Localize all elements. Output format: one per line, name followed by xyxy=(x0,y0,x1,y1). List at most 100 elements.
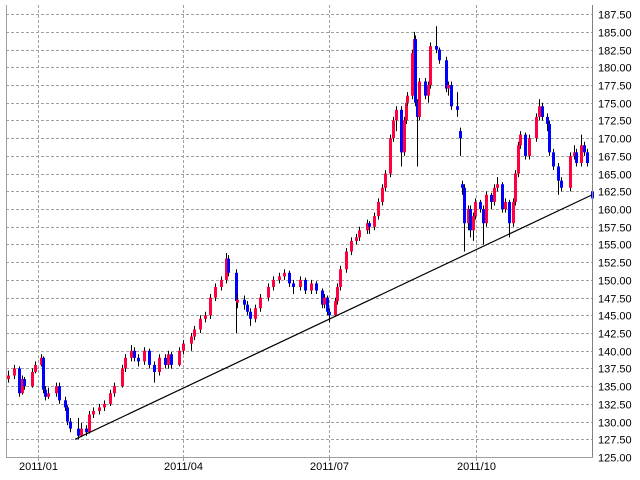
candle xyxy=(557,162,560,195)
candle xyxy=(236,294,239,309)
y-tick-label: 142.50 xyxy=(598,329,632,341)
candle-body-up xyxy=(34,364,37,372)
candle xyxy=(148,348,151,369)
candle xyxy=(479,199,482,213)
candle-body-up xyxy=(124,357,127,369)
candle-body-up xyxy=(143,350,146,362)
candle xyxy=(493,184,496,206)
candle xyxy=(461,180,464,195)
candle xyxy=(406,92,409,107)
candle xyxy=(339,265,342,291)
candle xyxy=(66,405,69,426)
candle xyxy=(21,375,24,395)
candle-body-down xyxy=(288,272,291,284)
candle xyxy=(463,184,466,252)
candle xyxy=(254,304,257,323)
candle-body-down xyxy=(482,209,485,224)
y-tick-label: 172.50 xyxy=(598,116,632,128)
candle-body-up xyxy=(299,279,302,287)
candle-body-down xyxy=(153,364,156,372)
candle-body-down xyxy=(450,85,453,107)
candle-body-down xyxy=(235,272,238,302)
candle-body-down xyxy=(445,60,448,89)
y-tick-label: 165.00 xyxy=(598,170,632,182)
candle xyxy=(560,177,563,192)
candle xyxy=(133,347,136,362)
candle-body-up xyxy=(167,354,170,365)
candle xyxy=(514,170,517,206)
candle-body-up xyxy=(55,386,58,394)
candle-body-down xyxy=(44,389,47,397)
candle-body-up xyxy=(204,315,207,319)
candle xyxy=(182,340,185,355)
candle xyxy=(64,396,67,411)
candle-body-up xyxy=(334,301,337,316)
candle xyxy=(310,279,313,295)
candle-body-down xyxy=(304,279,307,291)
candle-body-down xyxy=(456,106,459,110)
y-tick-label: 130.00 xyxy=(598,418,632,430)
candle xyxy=(504,198,507,213)
candle-body-down xyxy=(249,311,252,319)
candle-body-up xyxy=(88,414,91,433)
candle-body-up xyxy=(389,138,392,174)
candle xyxy=(418,77,421,121)
candle-body-down xyxy=(243,299,246,305)
candle-body-down xyxy=(552,152,555,167)
candle xyxy=(535,113,538,142)
candle-body-up xyxy=(283,272,286,277)
candle xyxy=(18,366,21,397)
candle xyxy=(47,387,50,399)
candle-body-down xyxy=(548,124,551,153)
candle-body-up xyxy=(392,120,395,139)
y-tick-label: 152.50 xyxy=(598,258,632,270)
candle-body-down xyxy=(42,357,45,390)
candle xyxy=(199,315,202,334)
candle xyxy=(403,116,406,156)
candle-body-down xyxy=(292,283,295,287)
candle-body-down xyxy=(435,46,438,50)
candle xyxy=(414,35,417,107)
candle xyxy=(158,354,161,376)
candle-body-up xyxy=(405,102,408,121)
candle-body-up xyxy=(7,375,10,380)
candle xyxy=(447,81,450,96)
candle-body-up xyxy=(193,329,196,337)
candle-body-up xyxy=(259,297,262,309)
y-tick-label: 182.50 xyxy=(598,46,632,58)
candles xyxy=(7,26,594,440)
candle-body-up xyxy=(350,240,353,252)
y-tick-label: 167.50 xyxy=(598,152,632,164)
candle-body-down xyxy=(508,201,511,224)
candle xyxy=(7,370,10,383)
candle-body-up xyxy=(267,286,270,298)
candle-body-down xyxy=(461,184,464,188)
candle-body-down xyxy=(164,357,167,365)
candle xyxy=(326,295,329,316)
candle-body-up xyxy=(121,368,124,387)
candle xyxy=(246,301,249,316)
candle-body-down xyxy=(501,184,504,210)
candle xyxy=(69,418,72,433)
candle xyxy=(384,170,387,192)
candle-body-up xyxy=(236,299,239,303)
candle-body-down xyxy=(133,350,136,358)
candle xyxy=(23,376,26,390)
trendline xyxy=(74,194,593,440)
candle-body-up xyxy=(272,279,275,287)
candle xyxy=(411,49,414,100)
candle-body-up xyxy=(377,201,380,217)
candle-body-up xyxy=(182,343,185,351)
candle xyxy=(113,382,116,397)
candle-body-up xyxy=(345,251,348,270)
candle xyxy=(167,350,170,369)
candle-body-down xyxy=(137,357,140,362)
candle xyxy=(288,270,291,287)
candle-body-down xyxy=(583,145,586,153)
y-tick-label: 127.50 xyxy=(598,435,632,447)
candle xyxy=(103,400,106,411)
candle xyxy=(323,294,326,309)
candle-body-up xyxy=(429,46,432,86)
candle xyxy=(467,205,470,231)
candle xyxy=(225,252,228,284)
